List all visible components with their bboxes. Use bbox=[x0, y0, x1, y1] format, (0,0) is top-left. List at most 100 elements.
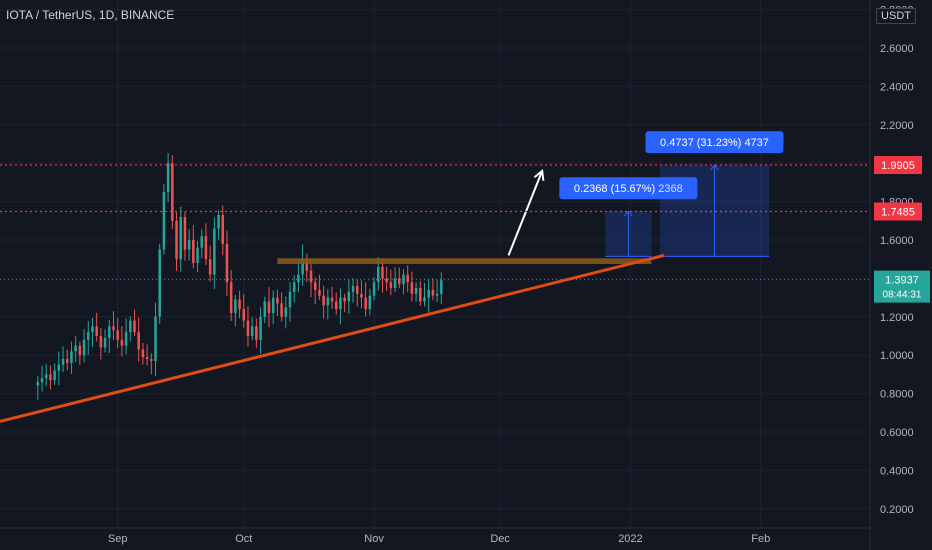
candle-body bbox=[95, 326, 98, 336]
level-price-label: 1.7485 bbox=[881, 206, 915, 218]
currency-badge[interactable]: USDT bbox=[876, 8, 916, 24]
candle-body bbox=[204, 236, 208, 260]
candle-body bbox=[112, 326, 115, 331]
candle-body bbox=[213, 228, 216, 275]
x-tick-label: Dec bbox=[490, 533, 510, 545]
candle-body bbox=[145, 357, 149, 360]
y-tick-label: 0.6000 bbox=[880, 427, 914, 439]
candle-body bbox=[242, 309, 246, 321]
y-tick-label: 0.2000 bbox=[880, 504, 914, 516]
y-tick-label: 2.6000 bbox=[880, 43, 914, 55]
candle-body bbox=[381, 266, 384, 279]
y-tick-label: 0.8000 bbox=[880, 389, 914, 401]
candle-body bbox=[36, 382, 40, 386]
bar-countdown-label: 08:44:31 bbox=[883, 290, 922, 301]
candle-body bbox=[427, 289, 430, 298]
candle-body bbox=[99, 336, 103, 348]
candle-body bbox=[183, 216, 187, 250]
candle-body bbox=[154, 316, 157, 361]
candle-body bbox=[208, 259, 212, 275]
y-tick-label: 2.4000 bbox=[880, 81, 914, 93]
candle-body bbox=[116, 330, 119, 340]
candle-body bbox=[435, 293, 439, 296]
candle-body bbox=[398, 278, 401, 285]
y-tick-label: 1.2000 bbox=[880, 312, 914, 324]
candle-body bbox=[288, 291, 292, 308]
candle-body bbox=[355, 286, 359, 294]
candle-body bbox=[82, 339, 86, 356]
candle-body bbox=[103, 337, 107, 348]
candle-body bbox=[171, 163, 174, 221]
x-tick-label: Feb bbox=[751, 533, 770, 545]
candle-body bbox=[70, 351, 73, 363]
candle-body bbox=[40, 378, 44, 383]
candle-body bbox=[368, 295, 372, 310]
candle-body bbox=[91, 326, 94, 333]
y-tick-label: 1.6000 bbox=[880, 235, 914, 247]
level-price-tag bbox=[874, 202, 922, 221]
candle-body bbox=[49, 374, 52, 381]
candle-body bbox=[297, 274, 300, 283]
candle-body bbox=[44, 374, 48, 379]
measure-arrow-head bbox=[710, 164, 719, 171]
candle-body bbox=[187, 240, 191, 250]
candle-body bbox=[330, 297, 334, 302]
candle-body bbox=[318, 289, 321, 296]
candle-body bbox=[192, 240, 195, 264]
symbol-title[interactable]: IOTA / TetherUS, 1D, BINANCE bbox=[6, 8, 175, 22]
candle-body bbox=[377, 266, 380, 283]
candle-body bbox=[313, 282, 317, 290]
trendline bbox=[0, 253, 665, 423]
measure-label: 0.2368 (15.67%) 2368 bbox=[574, 183, 683, 195]
candle-body bbox=[402, 274, 405, 285]
candle-body bbox=[53, 370, 56, 381]
candle-body bbox=[406, 274, 409, 283]
resistance-zone bbox=[277, 258, 652, 264]
candle-body bbox=[150, 359, 153, 361]
measure-label: 0.4737 (31.23%) 4737 bbox=[660, 137, 769, 149]
candle-body bbox=[284, 307, 288, 317]
candle-body bbox=[179, 216, 182, 260]
y-tick-label: 1.0000 bbox=[880, 350, 914, 362]
current-price-label: 1.3937 bbox=[885, 275, 919, 287]
candle-body bbox=[263, 301, 267, 317]
candle-body bbox=[250, 326, 254, 336]
candle-body bbox=[292, 282, 296, 292]
candle-body bbox=[158, 249, 161, 317]
candle-body bbox=[57, 364, 61, 371]
candle-body bbox=[78, 345, 82, 356]
candle-body bbox=[217, 215, 220, 229]
x-tick-label: 2022 bbox=[618, 533, 642, 545]
candle-body bbox=[124, 332, 128, 346]
candle-body bbox=[343, 297, 346, 302]
candle-body bbox=[372, 282, 376, 296]
candle-body bbox=[238, 299, 241, 310]
candle-body bbox=[196, 247, 199, 264]
candle-body bbox=[393, 278, 397, 288]
candle-body bbox=[360, 293, 363, 298]
candle-body bbox=[61, 359, 65, 365]
candle-body bbox=[419, 288, 422, 302]
candle-body bbox=[301, 259, 304, 275]
candle-body bbox=[129, 320, 132, 333]
candle-body bbox=[276, 297, 279, 304]
candle-body bbox=[133, 320, 136, 333]
candle-body bbox=[351, 286, 355, 292]
candle-body bbox=[267, 301, 271, 313]
candle-body bbox=[120, 339, 124, 346]
level-price-tag bbox=[874, 156, 922, 175]
candle-body bbox=[141, 349, 145, 358]
candle-body bbox=[87, 332, 90, 340]
candle-body bbox=[200, 236, 203, 248]
y-tick-label: 2.2000 bbox=[880, 120, 914, 132]
candle-body bbox=[431, 289, 435, 296]
measure-arrow-head bbox=[623, 210, 633, 217]
candle-body bbox=[166, 163, 170, 192]
candle-body bbox=[225, 243, 229, 283]
current-price-tag bbox=[874, 270, 930, 303]
candle-body bbox=[326, 297, 330, 306]
candle-body bbox=[259, 316, 262, 340]
candle-body bbox=[234, 299, 237, 313]
